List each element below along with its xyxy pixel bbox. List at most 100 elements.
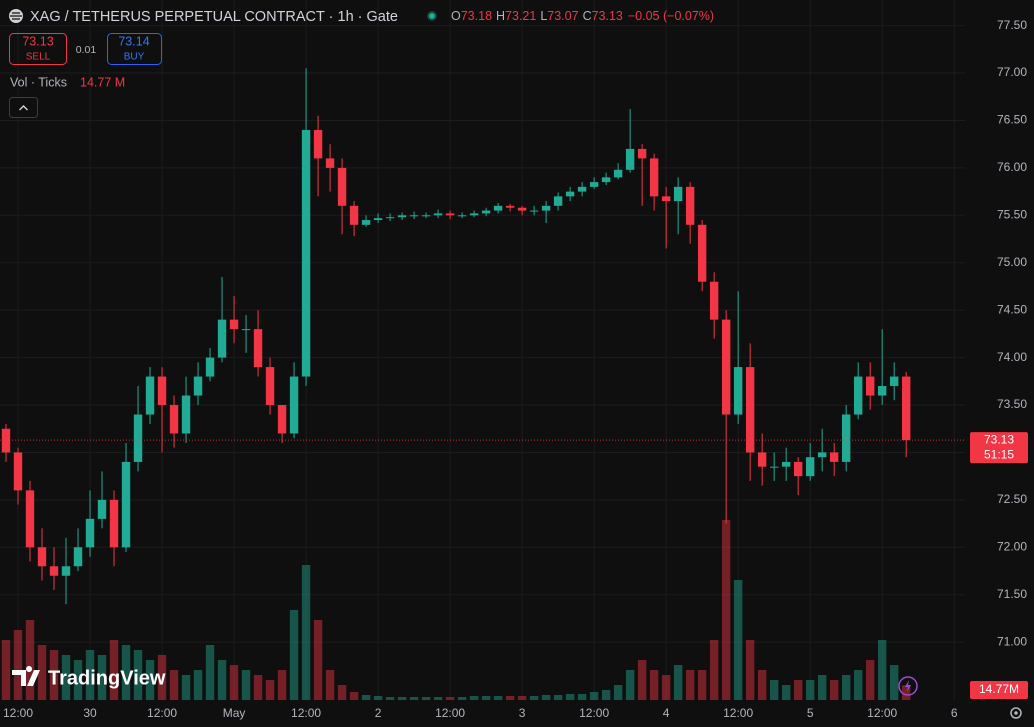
- candle-body: [145, 376, 155, 415]
- candle-body: [469, 213, 479, 216]
- candle-body: [109, 499, 119, 548]
- collapse-icon: [19, 105, 28, 111]
- volume-bar: [133, 650, 143, 700]
- volume-bar: [817, 675, 827, 700]
- l-value: 73.07: [547, 9, 578, 23]
- candle-body: [541, 205, 551, 211]
- volume-bar: [565, 694, 575, 700]
- countdown: 51:15: [984, 447, 1014, 461]
- candle-body: [577, 186, 587, 192]
- x-tick-label: 12:00: [435, 706, 465, 720]
- candle-body: [433, 213, 443, 216]
- volume-bar: [481, 696, 491, 700]
- candle-body: [49, 566, 59, 576]
- candle-body: [289, 376, 299, 434]
- candle-body: [241, 329, 251, 331]
- candle-body: [589, 182, 599, 187]
- candle-body: [517, 207, 527, 211]
- volume-bar: [265, 680, 275, 700]
- spread: 0.01: [76, 44, 97, 56]
- volume-bar: [613, 685, 623, 700]
- candle-body: [709, 281, 719, 320]
- settings-icon[interactable]: [1010, 707, 1022, 719]
- settings-center: [1014, 711, 1018, 715]
- sell-label: SELL: [26, 52, 51, 63]
- candle-body: [337, 167, 347, 206]
- volume-bar: [649, 670, 659, 700]
- volume-bar: [469, 696, 479, 700]
- collapse-button[interactable]: [9, 97, 38, 118]
- x-tick-label: 3: [519, 706, 526, 720]
- volume-bar: [217, 660, 227, 700]
- candle-body: [205, 357, 215, 377]
- flash-icon[interactable]: [898, 676, 918, 696]
- x-tick-label: 4: [663, 706, 670, 720]
- buy-price: 73.14: [118, 34, 149, 48]
- candle-body: [625, 148, 635, 170]
- candle-body: [565, 191, 575, 197]
- candle-body: [601, 177, 611, 183]
- volume-bar: [301, 565, 311, 700]
- candle-body: [61, 566, 71, 576]
- candle-body: [157, 376, 167, 406]
- volume-bar: [541, 695, 551, 700]
- volume-bar: [901, 685, 911, 700]
- candle-body: [133, 414, 143, 462]
- volume-bar: [589, 692, 599, 700]
- candle-body: [745, 367, 755, 453]
- volume-bar: [709, 640, 719, 700]
- volume-bar: [361, 695, 371, 700]
- candle-body: [673, 186, 683, 202]
- volume-bar: [37, 645, 47, 700]
- candle-body: [421, 215, 431, 217]
- candle-body: [637, 148, 647, 159]
- candle-body: [901, 376, 911, 441]
- candle-body: [457, 215, 467, 217]
- volume-bar: [193, 670, 203, 700]
- volume-bar: [25, 620, 35, 700]
- sell-button[interactable]: [9, 33, 67, 65]
- volume-bar: [769, 680, 779, 700]
- volume-bar: [889, 665, 899, 700]
- candle-body: [613, 169, 623, 178]
- x-tick-label: 30: [83, 706, 97, 720]
- candle-body: [853, 376, 863, 415]
- candle-body: [85, 518, 95, 548]
- candle-body: [493, 205, 503, 211]
- chart-title: XAG / TETHERUS PERPETUAL CONTRACT · 1h ·…: [30, 9, 398, 25]
- candle-body: [193, 376, 203, 396]
- y-tick-label: 75.50: [997, 207, 1027, 221]
- volume-bar: [289, 610, 299, 700]
- candle-body: [661, 196, 671, 202]
- candle-body: [769, 466, 779, 468]
- y-tick-label: 77.00: [997, 65, 1027, 79]
- buy-button[interactable]: [107, 33, 162, 65]
- volume-bar: [505, 696, 515, 700]
- candle-body: [277, 405, 287, 434]
- volume-bar: [745, 640, 755, 700]
- y-tick-label: 72.00: [997, 539, 1027, 553]
- volume-bar: [625, 670, 635, 700]
- candle-body: [889, 376, 899, 387]
- volume-bar: [697, 670, 707, 700]
- volume-bar: [721, 520, 731, 700]
- h-label: H: [496, 9, 505, 23]
- y-tick-label: 73.50: [997, 397, 1027, 411]
- x-tick-label: 2: [375, 706, 382, 720]
- candle-body: [721, 319, 731, 415]
- candle-body: [13, 452, 23, 491]
- volume-bar: [733, 580, 743, 700]
- y-tick-label: 76.00: [997, 160, 1027, 174]
- o-value: 73.18: [461, 9, 492, 23]
- volume-bar: [433, 697, 443, 700]
- y-tick-label: 72.50: [997, 492, 1027, 506]
- volume-bar: [421, 697, 431, 700]
- candle-body: [181, 395, 191, 434]
- x-tick-label: 12:00: [723, 706, 753, 720]
- volume-bar: [877, 640, 887, 700]
- x-tick-label: May: [223, 706, 246, 720]
- volume-bar: [601, 690, 611, 700]
- volume-bar: [121, 645, 131, 700]
- volume-bar: [517, 696, 527, 700]
